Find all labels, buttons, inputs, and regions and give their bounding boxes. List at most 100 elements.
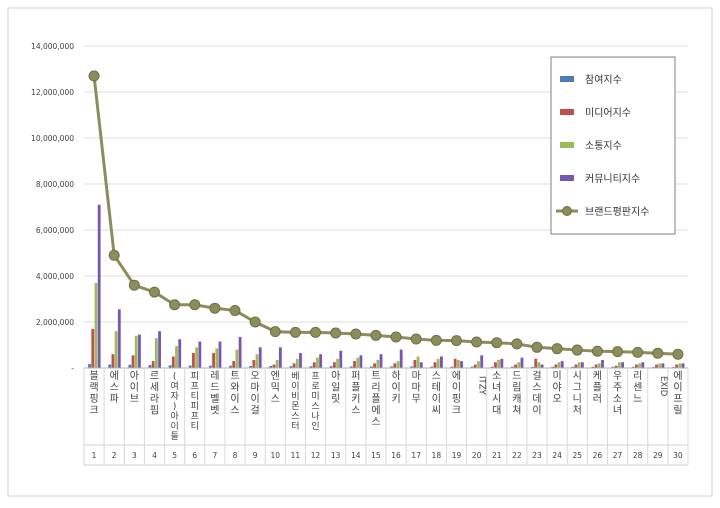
line-point [310,326,322,338]
rank-label: 15 [371,451,381,460]
line-point [551,343,563,355]
bar [275,359,279,368]
rank-label: 29 [653,451,663,460]
rank-label: 21 [492,451,502,460]
line-point [350,328,362,340]
line-point [370,329,382,341]
bar-series-group [88,204,685,368]
line-point [632,346,644,358]
bar [490,366,494,368]
line-point [450,335,462,347]
line-series-group [88,70,684,360]
y-tick-label: 2,000,000 [36,318,74,327]
rank-label: 3 [132,451,137,460]
line-point [531,341,543,353]
bar [594,364,598,368]
bar [456,359,460,368]
line-point [189,299,201,311]
bar [215,348,219,368]
bar [195,347,199,368]
x-axis: 블 랙 핑 크 1 에 스 파 2 아 이 브 3 르 세 라 핌 4 (여 자) 아 이 들 5 피 프 티 피 프 티 6 레 드 벨 벳 7 트 와… [83,367,689,466]
bar [440,356,443,368]
rank-label: 11 [291,451,301,460]
bar [232,361,236,368]
bar [436,358,440,368]
x-tick-label: EXID [658,376,668,397]
bar [658,363,662,368]
bar [332,362,336,368]
bar [229,365,232,368]
rank-label: 18 [432,451,442,460]
bar [255,354,259,368]
bar [416,356,420,368]
line-point [229,305,241,316]
bar [235,349,239,368]
bar [453,358,457,368]
bar [537,362,541,368]
y-axis: - 2,000,000 4,000,000 6,000,000 8,000,000 10,… [31,42,74,373]
bar [571,366,575,368]
line-point [511,338,523,350]
bar [238,336,242,368]
bar [580,362,584,368]
y-tick-label: 14,000,000 [31,42,74,51]
bar [661,363,665,368]
rank-label: 14 [351,451,361,460]
line-point [390,331,402,343]
bar [480,355,484,368]
line-point [652,347,664,359]
bar [154,338,158,368]
bar [272,364,276,368]
bar [359,355,363,368]
bar [151,361,155,368]
y-tick-label: 8,000,000 [36,180,74,189]
rank-label: 23 [532,451,542,460]
rank-label: 19 [452,451,462,460]
bar [601,359,604,368]
line-point [612,346,624,358]
legend-swatch [560,142,574,148]
bar [611,366,615,368]
bar [128,364,132,368]
bar [295,358,299,368]
bar [393,363,397,368]
bar [376,359,380,368]
rank-label: 17 [411,451,421,460]
x-tick-label: (여 자) 아 이 들 [170,372,179,442]
bar [249,365,253,368]
rank-label: 8 [233,451,238,460]
bar [557,362,561,368]
bar [198,341,202,368]
y-tick-label: 6,000,000 [36,226,74,235]
bar [551,366,555,368]
bar [117,309,121,368]
rank-label: 16 [391,451,401,460]
line-point [430,334,442,346]
bar [560,361,564,368]
rank-label: 24 [552,451,562,460]
rank-label: 13 [331,451,341,460]
bar [252,359,256,368]
rank-label: 7 [212,451,217,460]
legend-swatch [560,76,574,82]
bar [192,353,195,368]
bar [349,366,353,368]
rank-label: 2 [112,451,117,460]
bar [336,358,339,368]
legend-label: 브랜드평판지수 [585,206,649,218]
bar [641,362,645,368]
bar [88,363,91,368]
y-tick-label: - [71,364,74,373]
rank-label: 26 [593,451,603,460]
